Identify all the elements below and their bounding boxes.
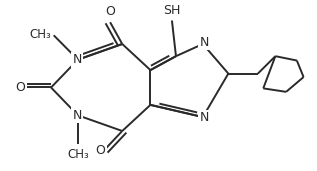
Text: CH₃: CH₃ [67,148,89,161]
Text: O: O [105,5,115,18]
Text: N: N [73,109,82,122]
Text: O: O [95,144,105,157]
Text: N: N [199,36,209,49]
Text: N: N [73,53,82,66]
Text: O: O [16,81,26,94]
Text: CH₃: CH₃ [29,28,51,41]
Text: SH: SH [163,4,181,17]
Text: N: N [199,111,209,124]
